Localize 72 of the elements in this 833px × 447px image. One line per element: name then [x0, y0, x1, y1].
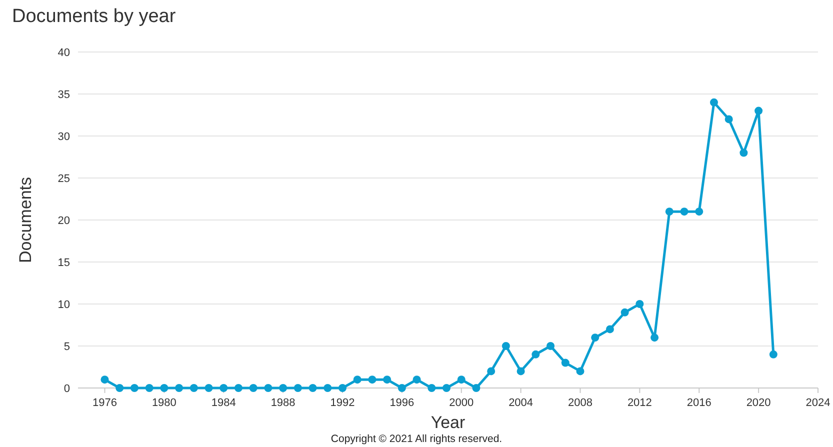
- point: [324, 384, 332, 392]
- point: [220, 384, 228, 392]
- point: [769, 350, 778, 358]
- y-tick-label: 20: [58, 215, 70, 227]
- point: [680, 208, 688, 216]
- point: [591, 334, 600, 342]
- y-tick-label: 30: [58, 131, 70, 143]
- point: [175, 384, 184, 392]
- point: [502, 342, 510, 350]
- point: [650, 334, 659, 342]
- point: [130, 384, 138, 392]
- point: [620, 308, 629, 316]
- point: [100, 376, 109, 384]
- y-tick-label: 15: [58, 257, 70, 269]
- point: [442, 384, 451, 392]
- point: [740, 148, 748, 157]
- point: [516, 367, 525, 376]
- point: [665, 208, 674, 216]
- point: [145, 384, 154, 392]
- y-tick-label: 10: [58, 299, 70, 311]
- x-tick-label: 2024: [806, 397, 830, 409]
- point: [754, 106, 763, 115]
- point: [398, 384, 406, 392]
- y-tick-label: 5: [64, 341, 70, 353]
- point: [338, 384, 346, 392]
- point: [383, 376, 392, 384]
- point: [695, 208, 704, 216]
- point: [472, 384, 480, 392]
- x-tick-label: 2016: [686, 397, 712, 409]
- point: [279, 384, 288, 392]
- y-tick-label: 25: [58, 173, 70, 185]
- point: [160, 384, 168, 392]
- point: [636, 300, 644, 308]
- point: [204, 384, 213, 392]
- point: [308, 384, 317, 392]
- x-tick-label: 1976: [92, 397, 117, 409]
- point: [368, 376, 376, 384]
- chart-title: Documents by year: [12, 6, 176, 27]
- x-tick-label: 1980: [152, 397, 176, 409]
- point: [190, 384, 198, 392]
- point: [710, 98, 718, 106]
- x-tick-label: 2004: [508, 397, 534, 409]
- y-tick-label: 0: [64, 383, 70, 395]
- point: [249, 384, 258, 392]
- x-axis-title: Year: [430, 413, 466, 432]
- point: [487, 367, 496, 376]
- point: [606, 325, 614, 334]
- point: [561, 358, 570, 367]
- point: [234, 384, 242, 392]
- x-tick-label: 2012: [627, 397, 652, 409]
- y-tick-label: 35: [58, 89, 70, 101]
- x-tick-label: 1996: [390, 397, 414, 409]
- point: [457, 376, 466, 384]
- x-tick-label: 1988: [270, 397, 296, 409]
- point: [294, 384, 302, 392]
- x-tick-label: 2020: [746, 397, 771, 409]
- y-axis-title: Documents: [16, 177, 35, 263]
- point: [116, 384, 124, 392]
- x-tick-label: 1992: [330, 397, 355, 409]
- text: Copyright © 2021 All rights reserved.: [330, 433, 502, 445]
- x-tick-label: 1984: [211, 397, 236, 409]
- point: [264, 384, 272, 392]
- point: [576, 367, 584, 376]
- y-tick-label: 40: [58, 47, 70, 59]
- point: [412, 376, 421, 384]
- point: [724, 115, 733, 124]
- point: [546, 342, 555, 350]
- point: [353, 376, 362, 384]
- point: [532, 350, 540, 358]
- x-tick-label: 2008: [568, 397, 592, 409]
- point: [428, 384, 436, 392]
- x-tick-label: 2000: [449, 397, 474, 409]
